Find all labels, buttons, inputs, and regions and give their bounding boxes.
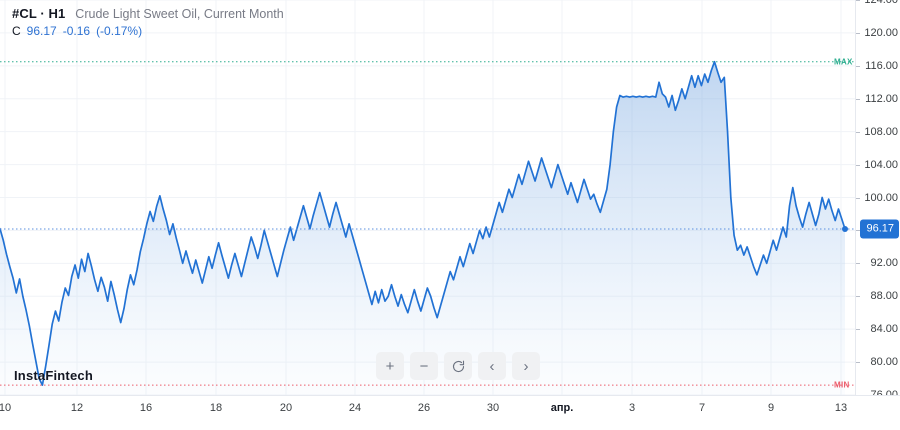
- time-axis-tick: 20: [279, 402, 293, 414]
- price-area-fill: [0, 61, 845, 395]
- time-axis-tick: 16: [139, 402, 153, 414]
- last-price-badge[interactable]: 96.17: [860, 219, 899, 239]
- price-axis-tick: 100.00: [856, 192, 900, 204]
- time-axis-tick: 24: [348, 402, 362, 414]
- price-chart-svg: [0, 0, 855, 395]
- ohlc-row: C 96.17 -0.16 (-0.17%): [12, 24, 284, 38]
- price-axis-tick: 112.00: [856, 93, 900, 105]
- last-price-dot: [842, 226, 848, 233]
- price-axis-tick: 80.00: [856, 356, 900, 368]
- price-axis[interactable]: 124.00 120.00 116.00 112.00 108.00 104.00 100.…: [834, 0, 900, 401]
- scroll-left-button[interactable]: ‹: [478, 352, 506, 380]
- max-label: MAX: [834, 57, 853, 67]
- reset-icon: [451, 359, 466, 374]
- price-axis-tick: 92.00: [856, 257, 900, 269]
- chevron-right-icon: ›: [523, 357, 529, 375]
- time-axis-tick: апр.: [550, 402, 574, 414]
- time-axis-tick: 30: [486, 402, 500, 414]
- time-axis[interactable]: 10 12 16 18 20 24 26 30 апр. 3 7 9 13: [0, 395, 900, 430]
- time-axis-tick: 3: [628, 402, 636, 414]
- chevron-left-icon: ‹: [489, 357, 495, 375]
- instrument-description: Crude Light Sweet Oil, Current Month: [75, 7, 284, 21]
- chart-toolbar: + − ‹ ›: [376, 352, 540, 380]
- time-axis-tick: 26: [417, 402, 431, 414]
- zoom-out-button[interactable]: −: [410, 352, 438, 380]
- price-axis-tick: 120.00: [856, 27, 900, 39]
- price-axis-tick: 84.00: [856, 323, 900, 335]
- price-change-value: -0.16: [62, 24, 91, 38]
- symbol-row: #CL · H1 Crude Light Sweet Oil, Current …: [12, 6, 284, 21]
- min-label: MIN: [834, 380, 850, 390]
- scroll-right-button[interactable]: ›: [512, 352, 540, 380]
- symbol-label[interactable]: #CL · H1: [12, 6, 66, 21]
- price-axis-tick: 88.00: [856, 290, 900, 302]
- time-axis-tick: 18: [209, 402, 223, 414]
- time-axis-tick: 10: [0, 402, 12, 414]
- reset-zoom-button[interactable]: [444, 352, 472, 380]
- zoom-in-button[interactable]: +: [376, 352, 404, 380]
- price-axis-tick: 104.00: [856, 159, 900, 171]
- price-axis-tick: 116.00: [856, 60, 900, 72]
- last-price-value: 96.17: [26, 24, 57, 38]
- price-axis-tick: 108.00: [856, 126, 900, 138]
- time-axis-tick: 12: [70, 402, 84, 414]
- plus-icon: +: [385, 357, 395, 375]
- chart-header: #CL · H1 Crude Light Sweet Oil, Current …: [12, 6, 284, 38]
- minus-icon: −: [419, 357, 429, 375]
- price-axis-tick: 124.00: [856, 0, 900, 6]
- chart-plot-area[interactable]: [0, 0, 855, 395]
- time-axis-tick: 9: [767, 402, 775, 414]
- brand-watermark: InstaFintech: [14, 368, 93, 383]
- price-line: [0, 60, 846, 386]
- price-change-percent: (-0.17%): [96, 24, 143, 38]
- ohlc-close-label: C: [12, 24, 21, 38]
- time-axis-tick: 13: [834, 402, 848, 414]
- time-axis-tick: 7: [698, 402, 706, 414]
